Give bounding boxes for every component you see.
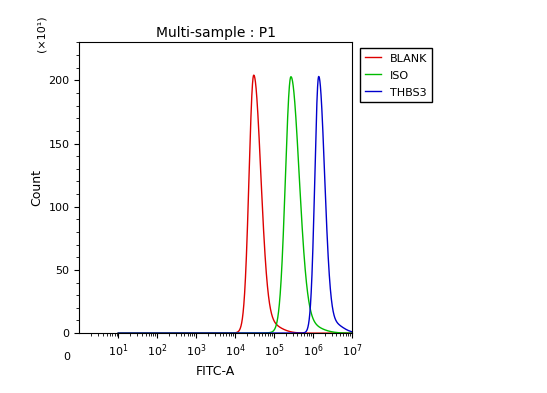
BLANK	[307, 331, 314, 336]
BLANK	[289, 330, 296, 334]
Line: ISO: ISO	[118, 77, 352, 333]
THBS3	[267, 331, 274, 336]
Line: THBS3: THBS3	[118, 77, 352, 333]
THBS3	[115, 331, 121, 336]
Text: 0: 0	[63, 352, 71, 362]
ISO	[289, 80, 296, 84]
THBS3	[204, 331, 211, 336]
BLANK	[251, 73, 257, 77]
ISO	[115, 331, 121, 336]
BLANK	[255, 123, 261, 127]
BLANK	[115, 331, 121, 336]
BLANK	[204, 331, 211, 336]
Line: BLANK: BLANK	[118, 75, 352, 333]
X-axis label: FITC-A: FITC-A	[196, 365, 235, 378]
ISO	[158, 331, 164, 336]
THBS3	[289, 331, 296, 336]
ISO	[255, 331, 261, 336]
BLANK	[267, 306, 274, 310]
THBS3	[307, 304, 313, 309]
ISO	[267, 330, 274, 335]
THBS3	[255, 331, 261, 336]
Y-axis label: Count: Count	[30, 169, 43, 206]
ISO	[348, 331, 355, 336]
Text: (×10¹): (×10¹)	[36, 15, 46, 52]
Title: Multi-sample : P1: Multi-sample : P1	[156, 26, 276, 40]
ISO	[288, 74, 294, 79]
Legend: BLANK, ISO, THBS3: BLANK, ISO, THBS3	[360, 48, 432, 102]
BLANK	[348, 331, 355, 336]
ISO	[204, 331, 211, 336]
BLANK	[158, 331, 164, 336]
THBS3	[158, 331, 164, 336]
THBS3	[316, 74, 322, 79]
THBS3	[348, 329, 355, 334]
ISO	[307, 307, 314, 312]
